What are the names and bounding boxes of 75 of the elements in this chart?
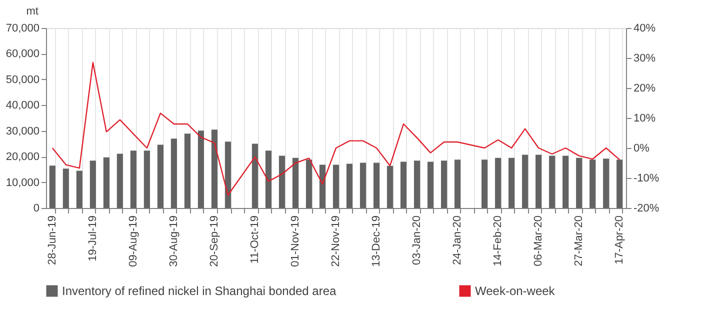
x-tick-label: 03-Jan-20 xyxy=(411,216,424,266)
bar xyxy=(616,160,623,208)
x-tick-label: 13-Dec-19 xyxy=(370,216,383,267)
bar xyxy=(76,170,82,208)
bar xyxy=(400,162,407,208)
y2-tick-label: 10% xyxy=(634,112,656,124)
y-tick-label: 0 xyxy=(33,202,40,214)
bar xyxy=(90,160,96,208)
bar xyxy=(508,158,515,208)
bar xyxy=(332,164,340,208)
bar xyxy=(184,134,190,208)
bar xyxy=(103,157,110,208)
legend-label: Week-on-week xyxy=(475,284,556,298)
x-tick-label: 11-Oct-19 xyxy=(248,216,261,264)
x-tick-label: 01-Nov-19 xyxy=(289,216,302,267)
bar xyxy=(440,160,448,208)
bar xyxy=(522,154,528,208)
bar xyxy=(346,164,353,208)
x-tick-label: 17-Apr-20 xyxy=(614,216,626,264)
y-tick-label: 40,000 xyxy=(6,100,40,112)
bar xyxy=(306,160,312,208)
x-tick-label: 27-Mar-20 xyxy=(573,216,586,266)
y2-tick-label: 30% xyxy=(634,52,656,64)
y2-tick-label: -20% xyxy=(634,202,660,214)
bar xyxy=(265,150,272,208)
bar xyxy=(495,158,502,208)
bar xyxy=(62,168,69,208)
line-series xyxy=(52,62,620,196)
bar xyxy=(414,160,420,208)
bar xyxy=(211,130,218,208)
bar xyxy=(590,160,596,208)
y-tick-label: 10,000 xyxy=(6,176,40,189)
y-axis-title: mt xyxy=(26,6,38,18)
bar xyxy=(198,130,204,208)
y-tick-label: 50,000 xyxy=(6,74,40,86)
x-tick-label: 19-Jul-19 xyxy=(86,216,99,262)
y-tick-label: 60,000 xyxy=(6,48,40,60)
y2-tick-label: 40% xyxy=(634,22,656,34)
y2-tick-label: -10% xyxy=(634,172,660,184)
y-tick-label: 70,000 xyxy=(6,22,40,34)
bar xyxy=(252,144,258,208)
bar xyxy=(49,166,56,208)
bar xyxy=(562,156,569,208)
bar xyxy=(224,142,232,208)
bar xyxy=(427,162,434,208)
bar xyxy=(157,144,164,208)
y2-tick-label: 0% xyxy=(634,142,650,154)
x-tick-label: 30-Aug-19 xyxy=(168,216,180,267)
bar xyxy=(603,158,610,208)
legend-label: Inventory of refined nickel in Shanghai bonded area xyxy=(62,284,337,298)
bar xyxy=(454,160,461,208)
bar xyxy=(278,156,286,208)
x-tick-label: 24-Jan-20 xyxy=(452,216,464,266)
x-tick-label: 22-Nov-19 xyxy=(330,216,342,267)
bar xyxy=(360,162,366,208)
bar xyxy=(170,138,177,208)
y2-tick-label: 20% xyxy=(634,82,656,94)
y-tick-label: 30,000 xyxy=(6,125,40,138)
bar xyxy=(536,154,542,208)
x-tick-label: 09-Aug-19 xyxy=(127,216,140,267)
bar xyxy=(576,158,582,208)
y-tick-label: 20,000 xyxy=(6,151,40,164)
x-tick-label: 14-Feb-20 xyxy=(492,216,504,266)
x-tick-label: 28-Jun-19 xyxy=(46,216,58,266)
bar xyxy=(482,160,488,208)
bar xyxy=(292,158,299,208)
x-tick-label: 20-Sep-19 xyxy=(208,216,220,267)
bar xyxy=(386,166,394,208)
bar xyxy=(549,156,556,208)
bar xyxy=(144,150,150,208)
x-tick-label: 06-Mar-20 xyxy=(532,216,545,266)
bar xyxy=(130,150,136,208)
bar xyxy=(373,162,380,208)
bar xyxy=(116,154,123,208)
bar xyxy=(319,164,326,208)
